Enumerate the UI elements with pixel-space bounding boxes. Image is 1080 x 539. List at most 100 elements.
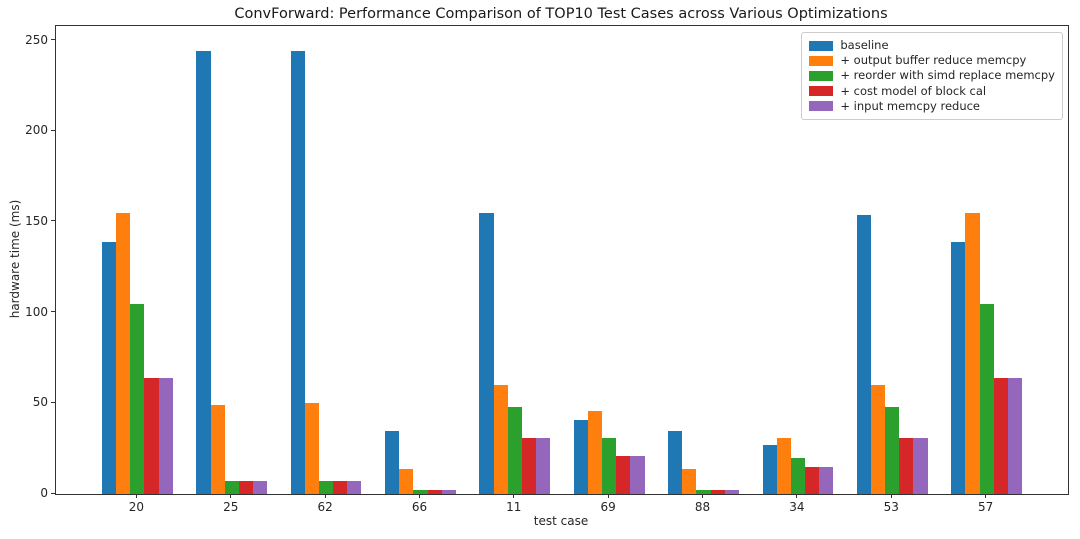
bar [696,490,711,494]
legend-label: + cost model of block cal [840,83,987,98]
bar [885,406,900,494]
bar [252,481,268,494]
y-tick-mark [51,220,55,222]
bar [333,481,348,494]
legend-row: baseline [809,38,1055,53]
x-tick-mark [513,494,515,498]
bar [493,385,508,494]
bar [630,455,645,494]
bar [507,406,522,494]
x-tick-label: 62 [317,500,333,514]
y-tick-mark [51,311,55,313]
bar [804,466,820,494]
y-tick-label: 200 [25,123,48,138]
bar [668,430,683,494]
x-tick-mark [324,494,326,498]
bar [304,403,319,494]
bar [441,490,456,494]
legend-row: + reorder with simd replace memcpy [809,68,1055,83]
bar [856,214,871,494]
bar [210,405,225,494]
x-tick-mark [985,494,987,498]
legend-row: + cost model of block cal [809,84,1055,99]
y-tick-mark [51,492,55,494]
y-tick-label: 0 [40,486,48,500]
bar [616,455,631,494]
bar [290,51,305,494]
legend-label: + input memcpy reduce [840,98,981,113]
legend-swatch [809,55,834,66]
bar [116,212,131,494]
y-tick-label: 150 [25,213,48,228]
legend: baseline + output buffer reduce memcpy + r… [801,32,1063,120]
x-tick-label: 53 [883,500,899,514]
bar [762,445,777,494]
bar [710,490,725,494]
x-tick-label: 25 [223,500,239,514]
bar [951,241,966,494]
legend-label: + output buffer reduce memcpy [840,53,1027,68]
legend-swatch [809,70,834,81]
y-tick-label: 100 [25,304,48,319]
bar [224,481,239,494]
bar [399,468,414,494]
bar [144,377,159,494]
x-tick-mark [796,494,798,498]
x-tick-mark [702,494,704,498]
bar [913,437,928,494]
legend-label: + reorder with simd replace memcpy [840,68,1055,83]
bar [196,51,211,494]
bar [521,437,537,494]
bar [979,303,994,494]
x-tick-mark [135,494,137,498]
bar [965,212,980,494]
bar [347,481,362,494]
bar [413,490,428,494]
bar [427,490,442,494]
bar [238,481,253,494]
y-tick-mark [51,129,55,131]
x-tick-label: 57 [977,500,994,514]
y-tick-label: 250 [25,32,48,47]
bar [776,437,791,494]
bar [602,437,617,494]
x-tick-label: 20 [128,500,145,514]
x-tick-label: 34 [789,500,805,514]
x-tick-label: 69 [600,500,616,514]
bar [536,437,551,494]
y-tick-mark [51,39,55,40]
legend-swatch [809,101,834,112]
x-tick-label: 66 [411,500,428,514]
bar [587,410,603,494]
legend-swatch [809,40,834,51]
bar [479,212,494,494]
chart-title: ConvForward: Performance Comparison of T… [234,6,888,22]
bar [573,419,588,494]
bar [1007,377,1022,494]
bar [682,468,697,494]
legend-row: + output buffer reduce memcpy [809,53,1055,68]
legend-swatch [809,86,834,97]
x-tick-mark [890,494,892,498]
y-tick-label: 50 [32,395,48,410]
x-tick-mark [230,494,232,498]
bar [724,490,739,494]
x-tick-label: 11 [506,500,522,514]
bar [319,481,334,494]
x-tick-mark [418,494,420,498]
legend-label: baseline [840,38,889,52]
x-tick-mark [607,494,609,498]
bar [158,377,173,494]
bar [993,377,1008,494]
y-tick-mark [51,401,55,403]
bar [899,437,914,494]
x-axis-label: test case [533,514,589,528]
legend-row: + input memcpy reduce [809,99,1055,114]
bar [102,241,117,494]
bar [790,457,805,494]
bar [819,466,834,494]
bar [130,303,145,494]
x-tick-label: 88 [694,500,711,514]
bar [385,430,400,494]
